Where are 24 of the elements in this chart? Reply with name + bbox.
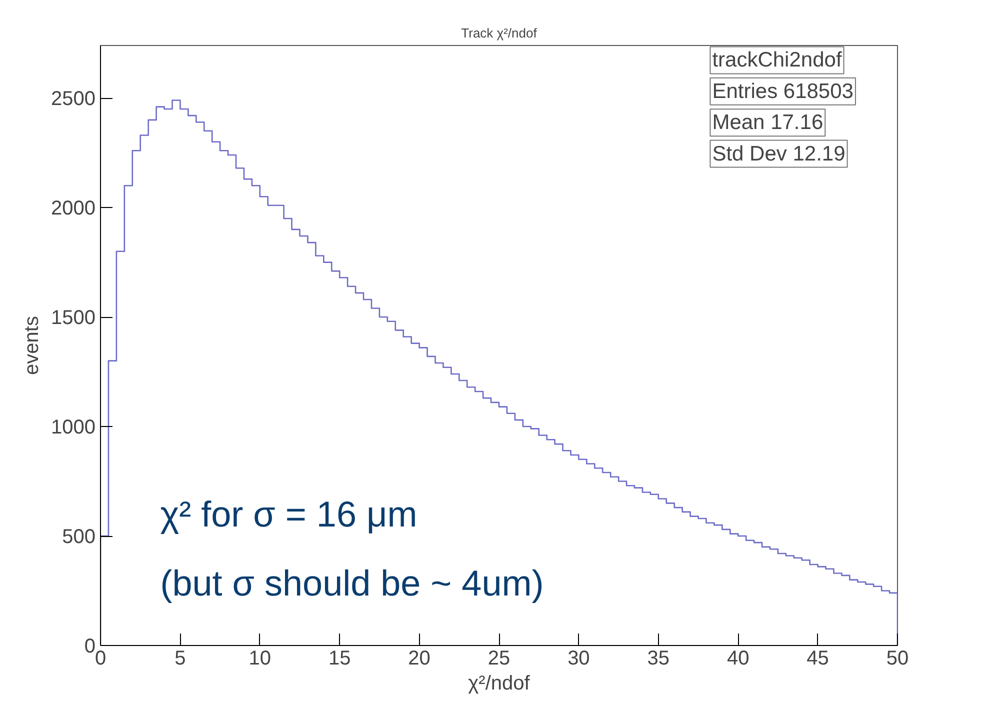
x-tick-label: 10 (248, 648, 272, 670)
annotation: Entries 618503 (712, 80, 854, 103)
x-axis-title: χ²/ndof (468, 672, 530, 694)
x-tick-label: 15 (328, 648, 351, 670)
x-tick-label: 30 (568, 648, 590, 670)
annotation: χ² for σ = 16 μm (160, 494, 418, 534)
x-tick-label: 45 (806, 648, 829, 670)
annotation: Mean 17.16 (712, 111, 824, 134)
x-tick-label: 35 (647, 648, 670, 670)
annotation: Std Dev 12.19 (712, 142, 846, 166)
y-tick-label: 1000 (51, 416, 96, 439)
x-tick-label: 5 (174, 648, 186, 670)
annotation: (but σ should be ~ 4um) (160, 562, 544, 604)
y-tick-label: 1500 (51, 307, 96, 330)
x-tick-label: 25 (488, 648, 510, 670)
y-axis-title: events (21, 316, 44, 375)
x-tick-label: 50 (886, 648, 909, 670)
x-tick-label: 20 (408, 648, 430, 670)
y-tick-label: 500 (62, 526, 96, 548)
y-tick-label: 2500 (51, 88, 96, 110)
annotation: trackChi2ndof (712, 48, 842, 72)
x-tick-label: 40 (726, 648, 750, 670)
chart-title: Track χ²/ndof (461, 26, 538, 40)
y-tick-label: 2000 (51, 198, 96, 220)
